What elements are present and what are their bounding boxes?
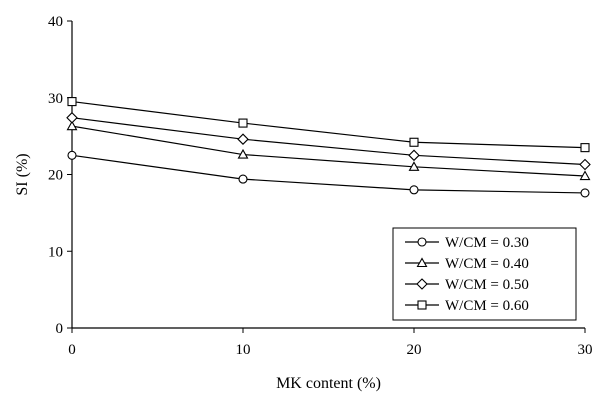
data-point <box>237 133 249 145</box>
data-point <box>580 188 590 198</box>
legend-label: W/CM = 0.40 <box>445 256 529 272</box>
legend-marker <box>417 300 427 310</box>
data-point <box>579 158 591 171</box>
series-line <box>71 100 586 149</box>
y-tick-label: 30 <box>48 91 63 107</box>
series-3 <box>66 111 591 171</box>
data-point <box>238 118 248 128</box>
data-point <box>67 97 77 107</box>
series-line <box>71 117 586 166</box>
data-point <box>579 170 591 181</box>
data-point <box>409 185 419 195</box>
legend-marker <box>417 237 427 247</box>
legend-label: W/CM = 0.30 <box>445 235 529 251</box>
legend-label: W/CM = 0.60 <box>445 298 529 314</box>
data-point <box>409 137 419 147</box>
legend-entry: W/CM = 0.50 <box>405 277 529 293</box>
data-point <box>67 150 77 160</box>
series-1 <box>67 150 590 198</box>
legend-entry: W/CM = 0.40 <box>405 256 529 272</box>
series-2 <box>66 120 591 181</box>
data-point <box>408 149 420 162</box>
x-tick-label: 30 <box>578 342 593 358</box>
x-tick-label: 10 <box>236 342 251 358</box>
data-point <box>237 148 249 159</box>
legend: W/CM = 0.30 W/CM = 0.40 W/CM = 0.50 W/CM = … <box>392 227 577 321</box>
y-tick-label: 10 <box>48 244 63 260</box>
x-tick-label: 0 <box>68 342 76 358</box>
y-tick-label: 20 <box>48 168 63 184</box>
legend-label: W/CM = 0.50 <box>445 277 529 293</box>
y-tick-label: 40 <box>48 14 63 30</box>
y-axis-title: SI (%) <box>14 153 31 195</box>
data-point <box>66 120 78 131</box>
data-point <box>408 161 420 171</box>
data-point <box>66 111 78 124</box>
legend-marker <box>416 257 428 268</box>
x-tick-label: 20 <box>407 342 422 358</box>
x-axis-title: MK content (%) <box>276 375 381 392</box>
data-point <box>238 174 248 184</box>
legend-marker <box>416 278 428 290</box>
legend-entry: W/CM = 0.30 <box>405 235 529 251</box>
series-line <box>71 125 586 177</box>
axes: 0 10 20 30 40 0 10 20 30 <box>48 14 593 358</box>
series-4 <box>67 97 590 153</box>
data-point <box>580 143 590 153</box>
series-line <box>71 154 586 194</box>
y-tick-label: 0 <box>56 321 64 337</box>
series-group <box>66 97 591 198</box>
legend-entry: W/CM = 0.60 <box>405 298 529 314</box>
